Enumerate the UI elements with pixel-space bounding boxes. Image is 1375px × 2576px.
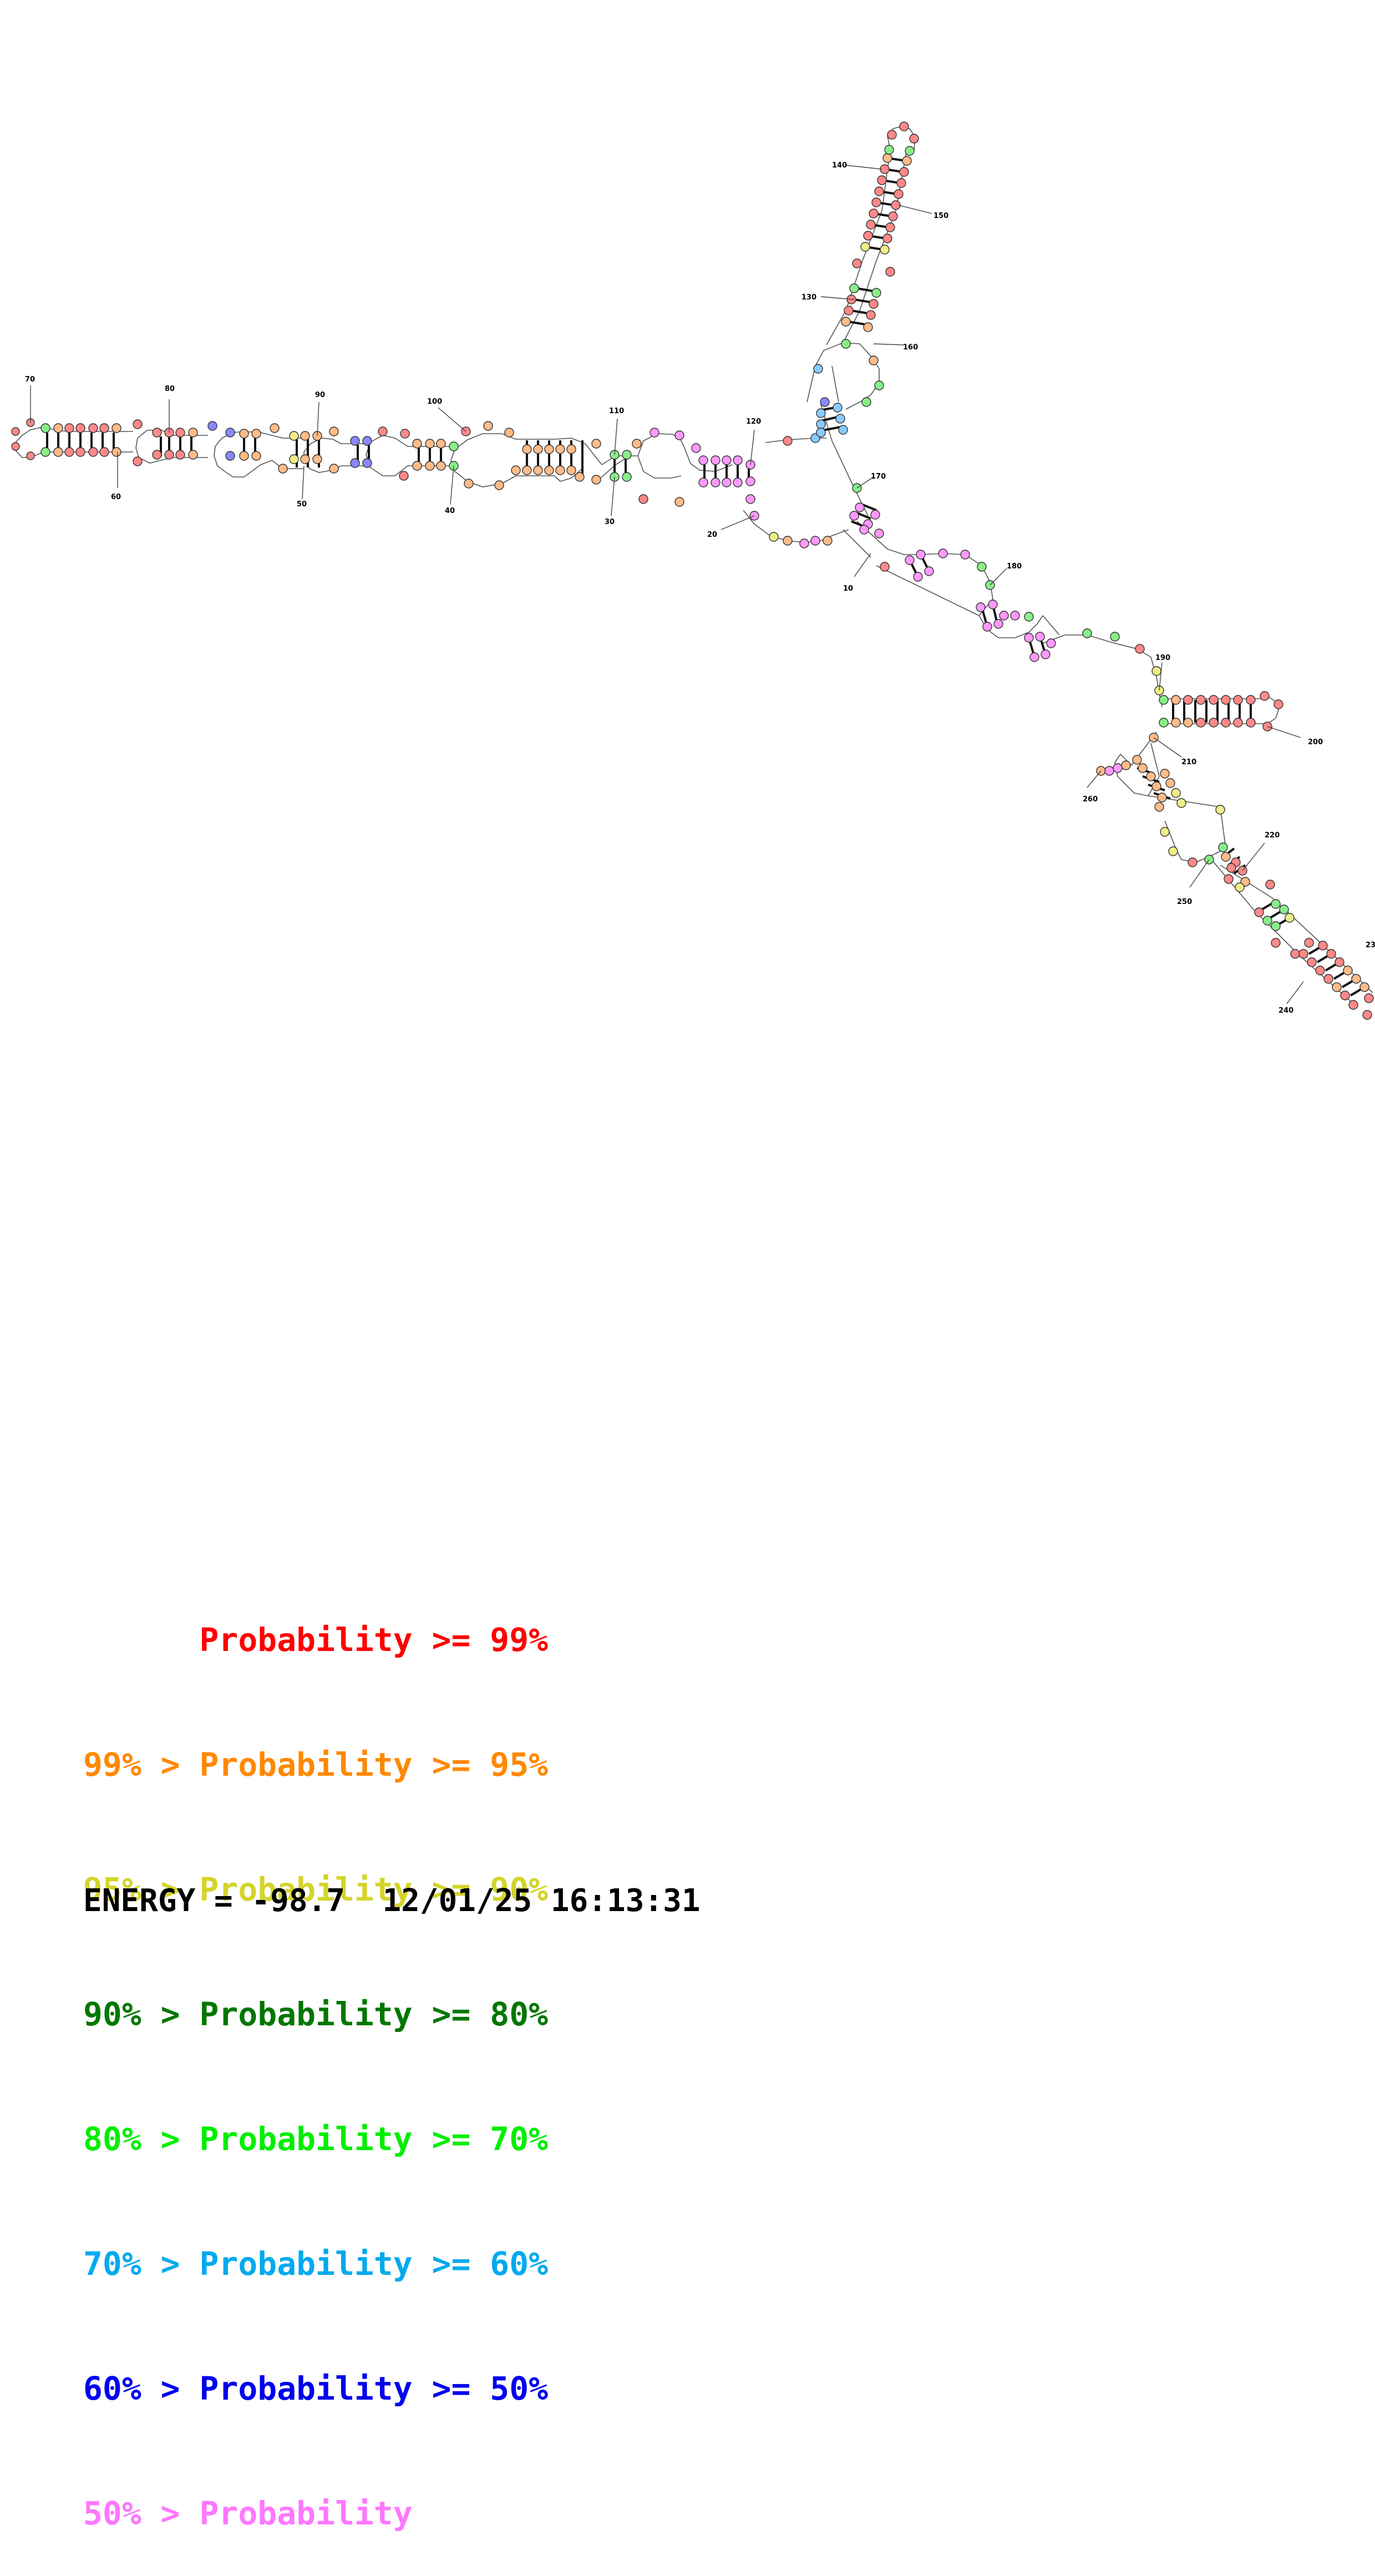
index-label-260: 260 — [1083, 795, 1098, 804]
index-label-120: 120 — [746, 418, 761, 426]
index-labels: 10 20 30 40 50 60 70 80 90 100 110 120 1… — [25, 161, 1375, 1015]
rna-structure-diagram: 10 20 30 40 50 60 70 80 90 100 110 120 1… — [11, 121, 1375, 1020]
index-label-160: 160 — [903, 343, 918, 352]
index-label-200: 200 — [1308, 738, 1323, 746]
index-label-240: 240 — [1278, 1007, 1293, 1015]
legend-row-90: 95% > Probability >= 90% — [83, 1871, 549, 1908]
index-ticks — [30, 165, 1304, 1004]
backbone — [15, 126, 1373, 1004]
legend-row-80: 90% > Probability >= 80% — [83, 1995, 549, 2033]
energy-timestamp: ENERGY = -98.7 12/01/25 16:13:31 — [83, 1883, 701, 1919]
index-label-130: 130 — [801, 293, 816, 302]
index-label-70: 70 — [25, 375, 35, 384]
index-label-110: 110 — [609, 407, 624, 415]
index-label-190: 190 — [1155, 654, 1170, 662]
probability-legend: Probability >= 99% 99% > Probability >= … — [83, 1536, 548, 2576]
index-label-100: 100 — [427, 398, 442, 406]
index-label-80: 80 — [165, 385, 175, 393]
index-label-50: 50 — [297, 500, 307, 509]
index-label-10: 10 — [843, 585, 853, 593]
base-pair-bonds — [46, 157, 1366, 997]
index-label-230: 230 — [1366, 941, 1375, 949]
legend-row-low: 50% > Probability — [83, 2494, 413, 2532]
legend-row-99: Probability >= 99% — [83, 1621, 549, 1659]
index-label-90: 90 — [315, 391, 325, 399]
legend-row-70: 80% > Probability >= 70% — [83, 2120, 549, 2158]
index-label-170: 170 — [871, 472, 886, 481]
legend-row-95: 99% > Probability >= 95% — [83, 1746, 549, 1784]
nucleotide-markers — [11, 121, 1374, 1020]
index-label-40: 40 — [445, 507, 455, 515]
index-label-180: 180 — [1007, 562, 1022, 571]
index-label-220: 220 — [1265, 831, 1280, 840]
legend-row-50: 60% > Probability >= 50% — [83, 2370, 549, 2407]
index-label-150: 150 — [933, 212, 948, 220]
index-label-20: 20 — [707, 531, 717, 539]
index-label-250: 250 — [1177, 898, 1192, 906]
index-label-140: 140 — [832, 161, 847, 170]
index-label-60: 60 — [111, 493, 121, 501]
legend-row-60: 70% > Probability >= 60% — [83, 2245, 549, 2283]
index-label-210: 210 — [1181, 758, 1196, 766]
index-label-30: 30 — [605, 518, 615, 526]
